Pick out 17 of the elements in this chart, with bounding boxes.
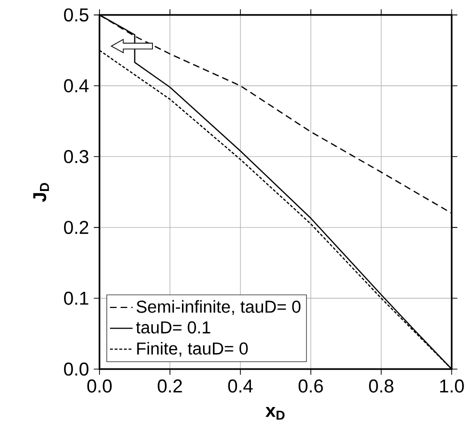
legend-label: tauD= 0.1: [136, 321, 210, 334]
legend-label: Finite, tauD= 0: [137, 342, 248, 357]
y-axis-title: J$_{D}$: [33, 183, 49, 202]
x-tick-label: 0.8: [369, 380, 394, 393]
x-tick-label: 0.4: [228, 380, 253, 393]
x-tick-label: 1.0: [440, 380, 464, 393]
x-tick-label: 0.0: [87, 380, 112, 393]
x-tick-label: 0.2: [158, 380, 182, 393]
x-tick-label: 0.6: [298, 380, 323, 393]
y-tick-label: 0.4: [64, 79, 89, 92]
y-tick-label: 0.3: [64, 150, 88, 164]
x-axis-title: x$_{D}$: [266, 407, 285, 420]
y-tick-label: 0.2: [64, 220, 88, 234]
y-tick-label: 0.1: [64, 292, 88, 305]
y-tick-label: 0.5: [64, 8, 88, 22]
legend-label: Semi-infinite, tauD= 0: [136, 300, 300, 316]
y-tick-label: 0.0: [64, 362, 88, 376]
